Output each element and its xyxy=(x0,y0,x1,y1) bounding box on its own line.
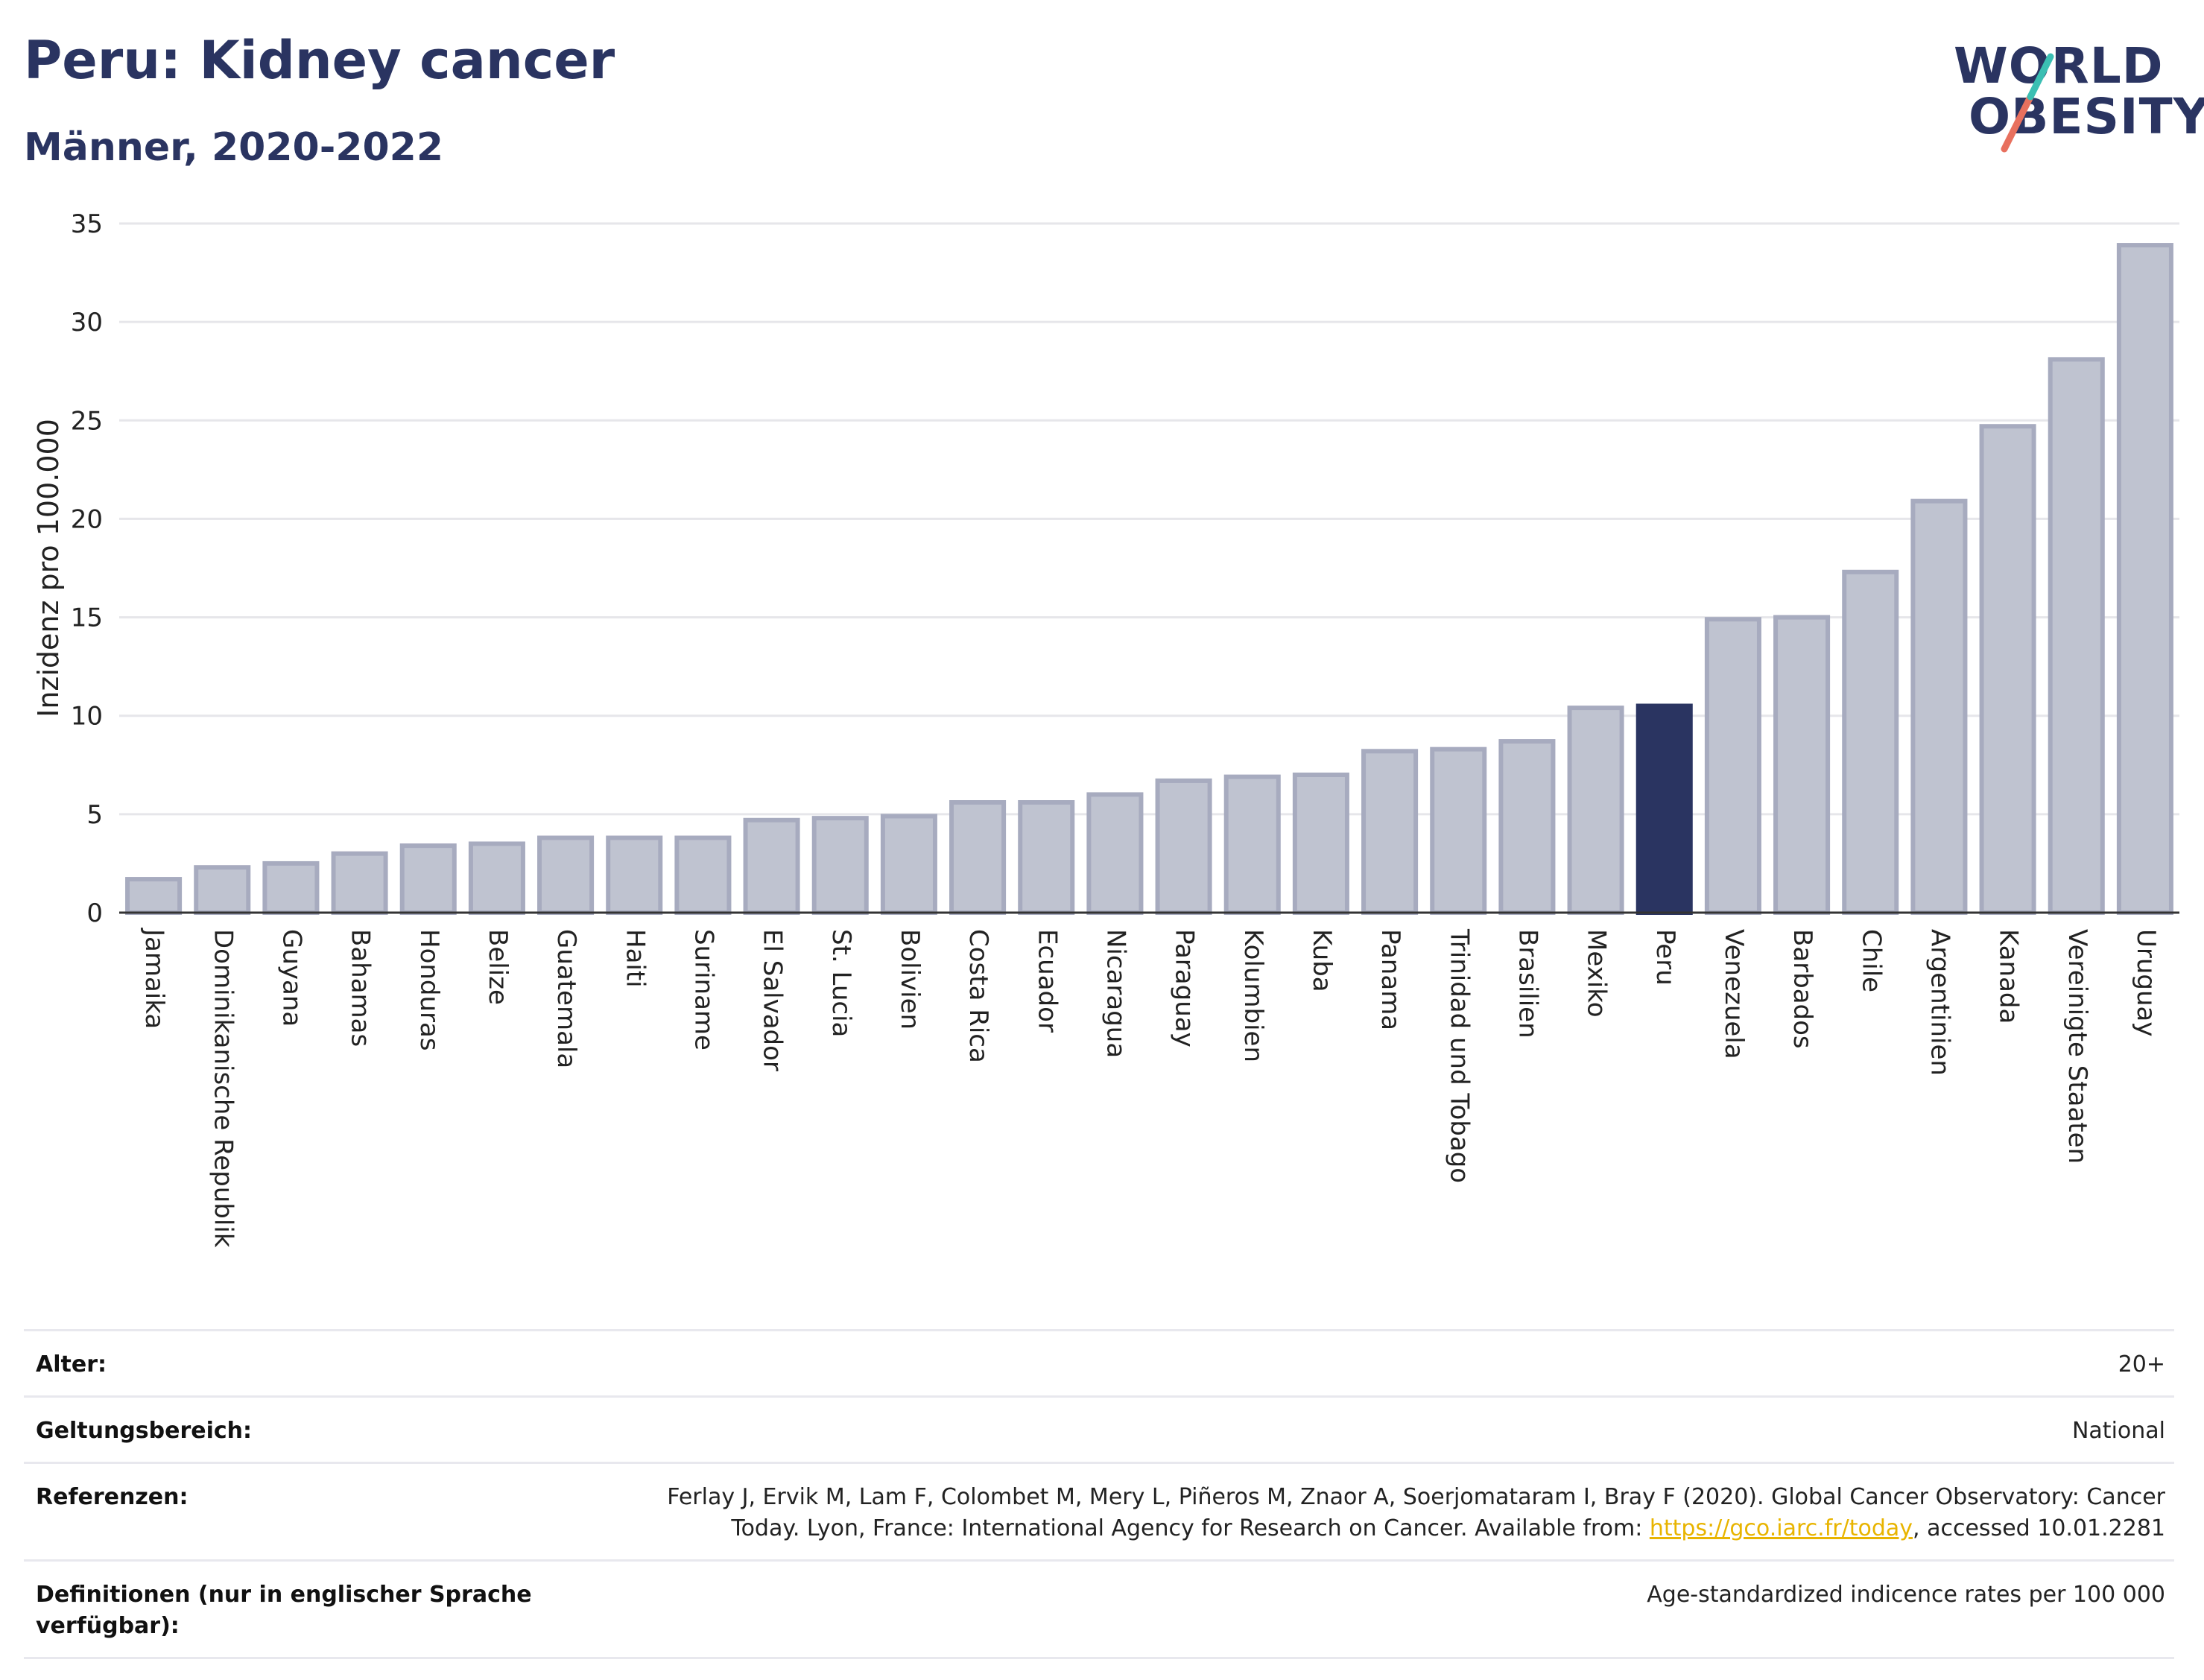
x-tick-label: Chile xyxy=(1856,929,1886,992)
x-tick-label: Mexiko xyxy=(1582,929,1612,1018)
bar-el-salvador xyxy=(743,817,800,915)
x-tick-label: Bolivien xyxy=(895,929,925,1030)
x-tick-label: Ecuador xyxy=(1032,929,1062,1033)
meta-row-references: Referenzen: Ferlay J, Ervik M, Lam F, Co… xyxy=(24,1462,2174,1559)
metadata-table: Alter: 20+ Geltungsbereich: National Ref… xyxy=(24,1329,2174,1659)
bar-barbados xyxy=(1773,615,1831,915)
bar-vereinigte-staaten xyxy=(2048,357,2105,916)
y-tick-label: 10 xyxy=(71,702,103,732)
x-tick-label: Nicaragua xyxy=(1101,929,1130,1058)
y-tick-label: 15 xyxy=(71,603,103,633)
x-tick-label: Argentinien xyxy=(1925,929,1954,1076)
x-tick-label: Bahamas xyxy=(346,929,376,1047)
bar-jamaika xyxy=(125,877,183,915)
bar-kanada xyxy=(1979,424,2036,915)
bar-honduras xyxy=(399,843,457,916)
y-axis-label: Inzidenz pro 100.000 xyxy=(32,419,65,717)
bar-ecuador xyxy=(1018,800,1075,915)
x-tick-label: Panama xyxy=(1375,929,1405,1030)
meta-row-age: Alter: 20+ xyxy=(24,1329,2174,1395)
bar-kuba xyxy=(1292,773,1349,915)
x-tick-label: Trinidad und Tobago xyxy=(1444,928,1474,1183)
x-tick-label: Guyana xyxy=(276,929,306,1027)
x-tick-label: Kolumbien xyxy=(1238,929,1268,1062)
bar-st-lucia xyxy=(811,816,869,916)
y-tick-label: 5 xyxy=(86,800,103,830)
bar-suriname xyxy=(674,835,732,915)
y-tick-label: 20 xyxy=(71,504,103,534)
bar-bolivien xyxy=(880,814,937,915)
bar-paraguay xyxy=(1155,778,1212,916)
x-tick-label: St. Lucia xyxy=(826,929,856,1037)
x-tick-label: Belize xyxy=(483,929,513,1005)
x-tick-label: Haiti xyxy=(620,929,650,988)
world-obesity-logo: WORLD OBESITY xyxy=(1937,37,2204,156)
x-tick-label: Dominikanische Republik xyxy=(208,929,238,1248)
bar-haiti xyxy=(606,835,663,915)
y-tick-label: 25 xyxy=(71,406,103,436)
bar-guatemala xyxy=(537,835,595,915)
meta-scope-label: Geltungsbereich: xyxy=(36,1418,253,1444)
bar-dominikanische-republik xyxy=(194,865,251,916)
x-tick-label: Vereinigte Staaten xyxy=(2062,929,2092,1164)
logo-slash-icon xyxy=(2001,53,2054,153)
bar-venezuela xyxy=(1704,617,1761,915)
bar-belize xyxy=(468,841,525,915)
x-tick-label: Peru xyxy=(1650,929,1680,986)
bars xyxy=(125,243,2173,916)
meta-row-definitions: Definitionen (nur in englischer Sprache … xyxy=(24,1559,2174,1659)
x-tick-label: Suriname xyxy=(688,929,718,1050)
bar-argentinien xyxy=(1910,498,1968,915)
x-tick-label: Honduras xyxy=(414,929,444,1051)
bar-nicaragua xyxy=(1086,792,1144,916)
x-tick-label: Venezuela xyxy=(1719,929,1749,1059)
x-tick-label: Kanada xyxy=(1994,929,2024,1024)
x-tick-label: Paraguay xyxy=(1170,929,1200,1047)
x-tick-label: Barbados xyxy=(1787,929,1817,1049)
x-tick-label: Kuba xyxy=(1307,929,1337,992)
meta-def-label: Definitionen (nur in englischer Sprache … xyxy=(36,1582,532,1639)
meta-age-label: Alter: xyxy=(36,1351,107,1378)
x-tick-label: Brasilien xyxy=(1513,929,1542,1039)
grid-lines xyxy=(119,222,2179,914)
meta-ref-value: Ferlay J, Ervik M, Lam F, Colombet M, Me… xyxy=(601,1482,2165,1544)
x-tick-label: Costa Rica xyxy=(963,929,993,1063)
ref-text-2: , accessed 10.01.2281 xyxy=(1913,1515,2165,1541)
bar-kolumbien xyxy=(1223,774,1281,916)
bar-chart: 0 5 10 15 20 25 30 35 Jamaika Dominikanische Rep… xyxy=(32,209,2179,1248)
y-tick-label: 0 xyxy=(86,898,103,928)
y-tick-label: 35 xyxy=(71,209,103,239)
y-axis-ticks: 0 5 10 15 20 25 30 35 xyxy=(71,209,103,928)
ref-text-1: Ferlay J, Ervik M, Lam F, Colombet M, Me… xyxy=(667,1484,2165,1541)
x-tick-label: Uruguay xyxy=(2131,929,2161,1037)
x-axis-labels: Jamaika Dominikanische Republik Guyana Baha… xyxy=(139,928,2161,1248)
logo-line-1: WORLD xyxy=(1954,37,2164,95)
bar-mexiko xyxy=(1567,706,1624,916)
ref-link[interactable]: https://gco.iarc.fr/today xyxy=(1649,1515,1913,1541)
meta-row-scope: Geltungsbereich: National xyxy=(24,1395,2174,1462)
meta-scope-value: National xyxy=(2071,1418,2165,1444)
bar-peru xyxy=(1635,703,1693,915)
bar-panama xyxy=(1361,749,1419,915)
x-tick-label: El Salvador xyxy=(758,929,788,1071)
page-title: Peru: Kidney cancer xyxy=(24,30,615,91)
bar-uruguay xyxy=(2116,243,2173,916)
bar-chile xyxy=(1842,569,1899,915)
meta-age-value: 20+ xyxy=(2118,1351,2165,1378)
page-subtitle: Männer, 2020-2022 xyxy=(24,125,444,170)
meta-ref-label: Referenzen: xyxy=(36,1484,189,1510)
y-tick-label: 30 xyxy=(71,308,103,337)
bar-guyana xyxy=(262,860,320,916)
bar-costa-rica xyxy=(949,800,1007,915)
bar-trinidad-und-tobago xyxy=(1430,747,1487,916)
meta-def-value: Age-standardized indicence rates per 100… xyxy=(1647,1582,2165,1608)
x-tick-label: Jamaika xyxy=(139,928,169,1029)
bar-brasilien xyxy=(1498,739,1556,915)
x-tick-label: Guatemala xyxy=(551,929,581,1068)
bar-bahamas xyxy=(331,851,388,916)
